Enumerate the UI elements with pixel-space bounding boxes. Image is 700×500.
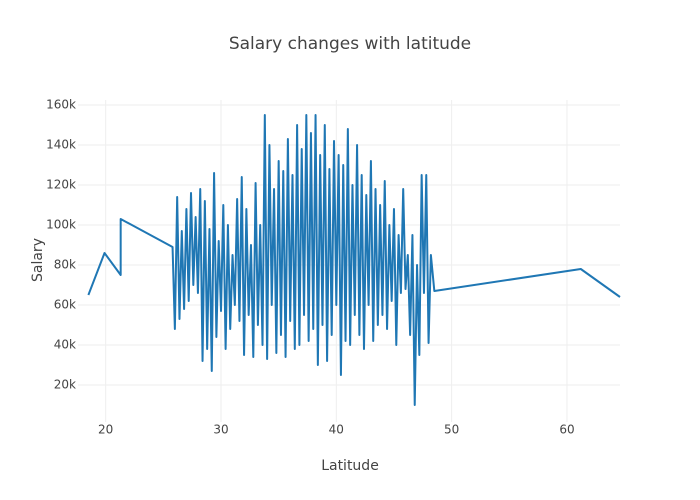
y-tick-label: 120k — [46, 178, 76, 192]
x-tick-label: 20 — [98, 423, 113, 437]
y-axis-title: Salary — [30, 238, 46, 282]
x-tick-label: 50 — [444, 423, 459, 437]
data-line — [87, 114, 621, 406]
y-tick-label: 40k — [54, 338, 76, 352]
x-axis-title: Latitude — [321, 458, 379, 474]
y-tick-label: 60k — [54, 298, 76, 312]
x-tick-label: 60 — [559, 423, 574, 437]
y-tick-label: 20k — [54, 378, 76, 392]
y-tick-label: 160k — [46, 98, 76, 112]
x-tick-label: 30 — [213, 423, 228, 437]
x-tick-label: 40 — [329, 423, 344, 437]
y-tick-label: 140k — [46, 138, 76, 152]
y-tick-label: 100k — [46, 218, 76, 232]
chart-title: Salary changes with latitude — [229, 34, 471, 54]
y-tick-label: 80k — [54, 258, 76, 272]
